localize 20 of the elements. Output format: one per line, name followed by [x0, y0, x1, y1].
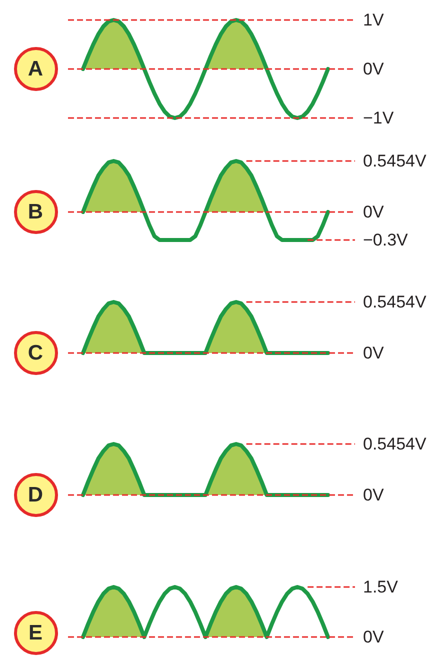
- y-tick-label: 0V: [363, 627, 384, 646]
- y-tick-label: −1V: [363, 108, 394, 128]
- y-tick-label: 0V: [363, 202, 384, 222]
- y-tick-label: −0.3V: [363, 230, 409, 250]
- line-series: [81, 158, 330, 242]
- y-tick-label: 0V: [363, 485, 384, 504]
- text: B: [28, 200, 44, 224]
- y-tick-label: 0.5454V: [363, 434, 427, 454]
- y-tick-label: 0V: [363, 60, 384, 78]
- text: D: [28, 483, 44, 506]
- text: A: [28, 58, 44, 80]
- line-series: [81, 584, 330, 639]
- y-tick-label: 0.5454V: [363, 151, 427, 170]
- line-series: [81, 18, 330, 120]
- y-tick-label: 1V: [363, 10, 384, 30]
- y-tick-label: 1.5V: [363, 577, 399, 596]
- text: E: [28, 621, 43, 644]
- y-tick-label: 0.5454V: [363, 292, 427, 312]
- text: C: [28, 341, 44, 364]
- y-tick-label: 0V: [363, 343, 384, 362]
